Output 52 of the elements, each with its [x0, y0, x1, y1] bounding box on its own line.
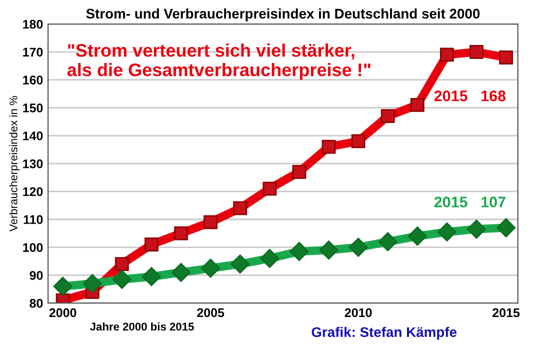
y-axis-title: Verbraucherpreisindex in % — [9, 96, 20, 232]
y-tick-label: 80 — [30, 298, 43, 308]
annotation: 2015 107 — [434, 196, 506, 208]
point — [470, 44, 484, 59]
x-tick-label: 2010 — [344, 308, 372, 318]
annotation: "Strom verteuert sich viel stärker, als die Gesamtverbraucherpreise !" — [67, 44, 370, 80]
point — [496, 218, 516, 238]
point — [260, 248, 280, 268]
point — [408, 226, 427, 246]
point — [410, 98, 424, 112]
point — [233, 201, 248, 216]
x-axis-title: Jahre 2000 bis 2015 — [90, 322, 194, 331]
point — [380, 109, 395, 124]
y-tick-label: 90 — [30, 271, 43, 280]
point — [292, 164, 306, 179]
point — [230, 254, 250, 274]
point — [440, 48, 454, 62]
point — [499, 50, 513, 64]
point — [201, 258, 220, 278]
text: Grafik: Stefan Kämpfe — [312, 326, 457, 340]
point — [142, 267, 162, 286]
annotation: 2015 168 — [434, 90, 506, 102]
point — [319, 240, 338, 260]
y-tick-label: 140 — [23, 131, 43, 140]
y-tick-label: 170 — [23, 48, 43, 57]
point — [171, 262, 191, 282]
y-tick-label: 160 — [23, 76, 43, 84]
chart-title: Strom- und Verbraucherpreisindex in Deutschland seit 2000 — [86, 8, 480, 22]
y-tick-label: 130 — [23, 159, 43, 168]
point — [262, 182, 277, 196]
y-tick-label: 120 — [23, 187, 43, 196]
x-tick-label: 2015 — [492, 308, 520, 318]
point — [53, 276, 72, 296]
point — [351, 134, 366, 148]
point — [112, 270, 132, 289]
y-tick-label: 110 — [24, 215, 43, 224]
point — [204, 215, 218, 230]
point — [290, 242, 309, 262]
point — [437, 222, 456, 242]
point — [82, 274, 102, 294]
y-tick-label: 180 — [23, 20, 43, 29]
point — [466, 220, 486, 239]
point — [378, 232, 398, 252]
x-tick-label: 2000 — [49, 308, 76, 318]
point — [144, 238, 158, 252]
y-tick-label: 150 — [23, 104, 43, 112]
point — [114, 257, 129, 271]
x-tick-label: 2005 — [197, 308, 224, 318]
point — [322, 140, 336, 154]
point — [174, 226, 188, 240]
point — [348, 238, 368, 257]
y-tick-label: 100 — [23, 243, 43, 252]
